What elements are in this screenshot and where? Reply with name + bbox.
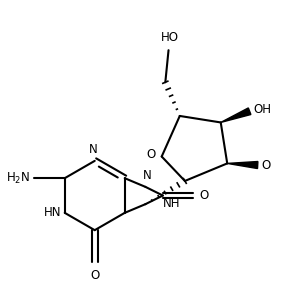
Text: N: N <box>89 143 98 156</box>
Text: O: O <box>147 148 156 162</box>
Text: N: N <box>143 169 151 182</box>
Text: HN: HN <box>44 206 61 219</box>
Text: H$_2$N: H$_2$N <box>6 171 30 186</box>
Polygon shape <box>221 108 251 122</box>
Text: OH: OH <box>253 103 272 116</box>
Text: O: O <box>200 189 209 202</box>
Text: O: O <box>90 269 99 282</box>
Polygon shape <box>227 162 258 169</box>
Text: HO: HO <box>161 31 179 44</box>
Text: O: O <box>261 159 271 172</box>
Text: NH: NH <box>163 197 181 210</box>
